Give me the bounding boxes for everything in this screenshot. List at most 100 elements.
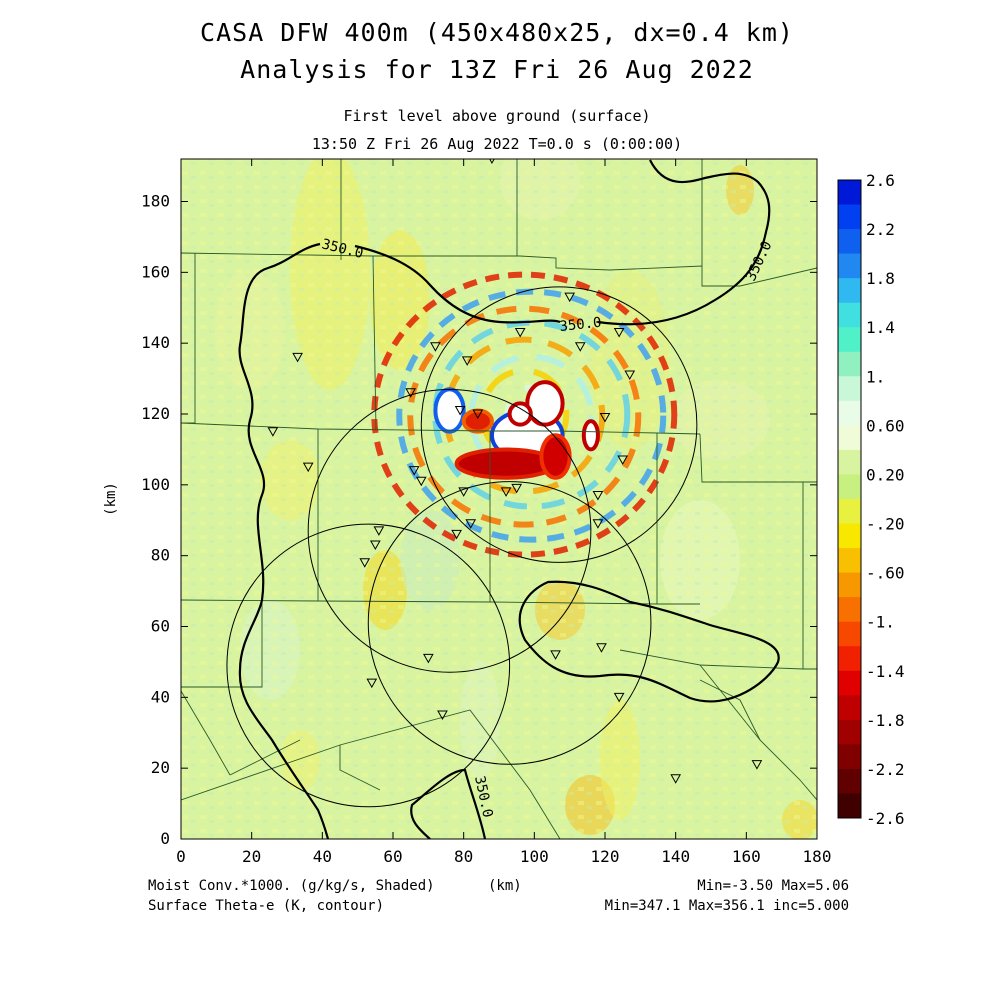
station-marker [267, 427, 279, 437]
colorbar-frame [837, 179, 862, 819]
convergence-core [507, 401, 533, 427]
station-marker [624, 370, 636, 381]
x-tick-label: 20 [242, 847, 261, 866]
colorbar-label: 2.6 [866, 171, 895, 190]
station-marker [613, 328, 625, 338]
station-marker [461, 356, 473, 366]
station-marker [613, 692, 625, 703]
y-tick-label: 180 [141, 192, 170, 211]
station-marker [465, 519, 477, 529]
station-marker [408, 466, 420, 476]
colorbar-swatch [838, 597, 861, 623]
colorbar-swatch [838, 327, 861, 353]
convergence-signal [371, 271, 678, 558]
station-marker [596, 643, 607, 653]
colorbar-swatch [838, 572, 861, 598]
colorbar-swatch [838, 548, 861, 574]
colorbar-swatch [838, 278, 861, 304]
contour-label-2: 350.0 [559, 315, 603, 335]
x-axis-label: (km) [488, 878, 522, 894]
station-marker [592, 490, 604, 501]
colorbar-swatch [838, 400, 861, 426]
colorbar-swatch [838, 646, 861, 672]
station-marker [373, 526, 385, 536]
station-marker [454, 405, 466, 416]
y-axis: 0 20 40 60 80 100 120 140 160 180 [141, 192, 817, 848]
colorbar-label: -1.8 [866, 711, 905, 730]
contour-range: Min=347.1 Max=356.1 inc=5.000 [605, 898, 849, 914]
colorbar-label: -2.6 [866, 809, 905, 828]
colorbar-label: 0.20 [866, 465, 905, 484]
y-tick-label: 60 [151, 617, 170, 636]
colorbar-label: 1.8 [866, 269, 895, 288]
chart-subtitle-line1: First level above ground (surface) [343, 107, 650, 125]
station-marker [292, 352, 303, 363]
colorbar-swatch [838, 351, 861, 377]
colorbar-swatch [838, 229, 861, 255]
x-tick-label: 160 [732, 847, 761, 866]
chart-title-line1: CASA DFW 400m (450x480x25, dx=0.4 km) [200, 18, 794, 47]
colorbar-label: -1. [866, 613, 895, 632]
station-marker [451, 529, 462, 540]
colorbar-label: -.60 [866, 564, 905, 583]
x-tick-label: 80 [454, 847, 473, 866]
station-marker [599, 413, 611, 423]
convergence-ring [371, 271, 678, 558]
colorbar-swatch [838, 499, 861, 525]
x-axis: 0 20 40 60 80 100 120 140 160 180 [176, 159, 831, 866]
radar-ring [226, 523, 511, 808]
station-marker [574, 342, 586, 352]
x-tick-label: 100 [520, 847, 549, 866]
colorbar-label: -1.4 [866, 662, 905, 681]
colorbar-swatch [838, 670, 861, 696]
convergence-ring [396, 288, 667, 543]
colorbar-swatch [838, 180, 861, 206]
convergence-core [461, 408, 494, 434]
y-tick-label: 100 [141, 475, 170, 494]
colorbar-swatch [838, 719, 861, 745]
radar-ring [420, 286, 698, 563]
radar-range-rings [226, 286, 698, 808]
field-range: Min=-3.50 Max=5.06 [697, 878, 849, 894]
y-tick-label: 0 [160, 829, 170, 848]
y-tick-label: 20 [151, 758, 170, 777]
convergence-ring [407, 305, 642, 528]
x-tick-label: 60 [383, 847, 402, 866]
x-tick-label: 40 [313, 847, 332, 866]
station-marker [592, 519, 604, 529]
colorbar-label: -.20 [866, 515, 905, 534]
colorbar-swatch [838, 768, 861, 794]
convergence-core [433, 387, 466, 434]
station-markers [267, 159, 763, 784]
x-tick-label: 180 [803, 847, 832, 866]
station-marker [617, 455, 629, 466]
station-marker [500, 487, 512, 497]
station-marker [751, 760, 763, 770]
station-marker [405, 388, 417, 398]
plot-frame [180, 158, 818, 840]
convergence-core [525, 380, 565, 427]
colorbar-swatch [838, 253, 861, 279]
radar-ring [307, 389, 592, 673]
station-marker [670, 774, 682, 784]
y-axis-label: (km) [103, 482, 119, 516]
station-marker [422, 653, 434, 664]
station-marker [514, 328, 526, 338]
plot-area: 350.0 350.0 350.0 350.0 [180, 158, 818, 840]
station-marker [458, 487, 470, 497]
y-tick-label: 40 [151, 687, 170, 706]
station-marker [415, 476, 427, 487]
x-tick-label: 0 [176, 847, 186, 866]
x-tick-label: 120 [591, 847, 620, 866]
station-marker [366, 678, 378, 689]
convergence-core [581, 419, 600, 452]
station-marker [437, 710, 448, 721]
colorbar-swatch [838, 449, 861, 475]
convergence-ring [468, 353, 595, 480]
field-label-left: Moist Conv.*1000. (g/kg/s, Shaded) [148, 878, 435, 894]
colorbar-swatch [838, 744, 861, 770]
y-tick-label: 80 [151, 546, 170, 565]
colorbar-label: -2.2 [866, 760, 905, 779]
colorbar: 2.6 2.2 1.8 1.4 1. 0.60 0.20 -.20 -.60 -1. -1.4 -1.… [837, 171, 905, 828]
